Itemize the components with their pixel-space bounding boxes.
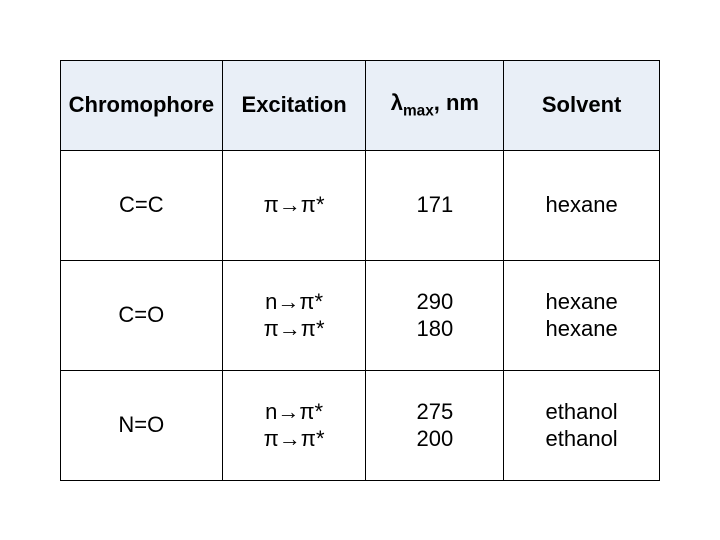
cell-excitation: n→π*π→π* bbox=[222, 370, 366, 480]
lambda-unit: , nm bbox=[434, 90, 479, 115]
col-chromophore: Chromophore bbox=[61, 60, 223, 150]
cell-solvent: hexanehexane bbox=[504, 260, 660, 370]
table-row: C=O n→π*π→π* 290180 hexanehexane bbox=[61, 260, 660, 370]
table-body: C=C π→π* 171 hexane C=O n→π*π→π* 290180 … bbox=[61, 150, 660, 480]
cell-chromophore: N=O bbox=[61, 370, 223, 480]
cell-solvent: hexane bbox=[504, 150, 660, 260]
table-row: N=O n→π*π→π* 275200 ethanolethanol bbox=[61, 370, 660, 480]
cell-chromophore: C=C bbox=[61, 150, 223, 260]
lambda-symbol: λ bbox=[391, 90, 403, 115]
table-header-row: Chromophore Excitation λmax, nm Solvent bbox=[61, 60, 660, 150]
col-solvent: Solvent bbox=[504, 60, 660, 150]
lambda-subscript: max bbox=[403, 102, 434, 119]
table-row: C=C π→π* 171 hexane bbox=[61, 150, 660, 260]
cell-lambda: 171 bbox=[366, 150, 504, 260]
cell-lambda: 290180 bbox=[366, 260, 504, 370]
col-lambda-max: λmax, nm bbox=[366, 60, 504, 150]
cell-excitation: n→π*π→π* bbox=[222, 260, 366, 370]
cell-solvent: ethanolethanol bbox=[504, 370, 660, 480]
col-excitation: Excitation bbox=[222, 60, 366, 150]
cell-excitation: π→π* bbox=[222, 150, 366, 260]
chromophore-table: Chromophore Excitation λmax, nm Solvent … bbox=[60, 60, 660, 481]
cell-lambda: 275200 bbox=[366, 370, 504, 480]
chromophore-table-container: Chromophore Excitation λmax, nm Solvent … bbox=[60, 60, 660, 481]
cell-chromophore: C=O bbox=[61, 260, 223, 370]
